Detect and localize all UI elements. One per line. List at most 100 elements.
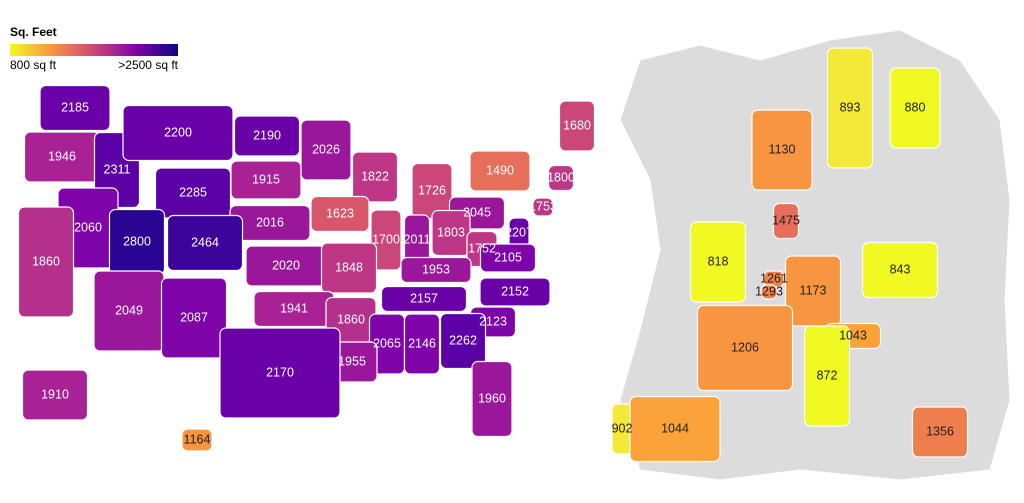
region-label: 1726 <box>418 183 446 197</box>
region <box>21 369 89 421</box>
region-label: 1800 <box>547 170 575 184</box>
region-label: 2185 <box>61 100 89 114</box>
region <box>230 160 302 200</box>
region-label: 1753 <box>529 199 557 213</box>
region <box>479 277 551 307</box>
region <box>558 100 596 152</box>
region-label: 2157 <box>410 291 438 305</box>
region <box>219 327 341 419</box>
region-label: 2060 <box>74 220 102 234</box>
region <box>400 256 472 284</box>
region <box>403 313 441 375</box>
region-label: 2464 <box>191 235 219 249</box>
region-label: 1960 <box>478 391 506 405</box>
legend: Sq. Feet 800 sq ft >2500 sq ft <box>10 25 179 72</box>
region <box>181 428 213 452</box>
region-label: 2049 <box>115 303 143 317</box>
region-label: 2170 <box>266 365 294 379</box>
region-label: 818 <box>708 254 729 268</box>
region-label: 1910 <box>41 387 69 401</box>
region <box>861 241 939 299</box>
region-label: 2262 <box>449 333 477 347</box>
region-label: 1946 <box>48 149 76 163</box>
region-label: 1130 <box>769 142 796 156</box>
region <box>160 277 228 359</box>
region-label: 1261 <box>760 271 788 285</box>
region <box>310 195 370 233</box>
region-label: 2123 <box>479 314 507 328</box>
region-label: 2146 <box>408 336 436 350</box>
region-label: 2105 <box>494 250 522 264</box>
region-label: 1623 <box>326 206 354 220</box>
region <box>39 84 111 132</box>
region <box>696 304 794 392</box>
region-label: 1680 <box>563 118 591 132</box>
region-label: 2045 <box>463 205 491 219</box>
region-label: 902 <box>612 421 633 435</box>
region-label: 1356 <box>926 424 954 438</box>
region <box>689 221 747 303</box>
region-label: 1293 <box>755 284 783 298</box>
region-label: 880 <box>905 100 926 114</box>
region <box>803 325 851 427</box>
region <box>629 395 721 463</box>
region-label: 2087 <box>180 310 208 324</box>
region <box>351 151 399 203</box>
region-label: 893 <box>840 100 861 114</box>
region <box>17 206 75 318</box>
region-label: 1941 <box>280 301 308 315</box>
regions: 2185 1946 2311 2200 2190 2285 1915 2026 1822 1726… <box>17 47 969 463</box>
region-label: 1043 <box>839 328 867 342</box>
region <box>370 209 402 271</box>
region-label: 1860 <box>337 312 365 326</box>
region-label: 1953 <box>422 262 450 276</box>
region-label: 1475 <box>772 213 800 227</box>
region-label: 1173 <box>800 283 827 297</box>
region <box>911 406 969 458</box>
region <box>760 284 778 300</box>
region <box>826 47 874 169</box>
region-label: 1044 <box>661 421 689 435</box>
region-label: 1803 <box>437 225 465 239</box>
region <box>471 360 513 438</box>
region <box>532 197 554 217</box>
region-label: 2026 <box>312 142 340 156</box>
legend-title: Sq. Feet <box>10 25 57 39</box>
region-label: 1860 <box>32 254 60 268</box>
region-label: 872 <box>817 368 838 382</box>
region <box>166 214 244 272</box>
region <box>320 242 378 294</box>
region-label: 1700 <box>372 232 400 246</box>
region-label: 1164 <box>184 432 211 446</box>
region <box>547 164 575 192</box>
region-label: 2285 <box>179 185 207 199</box>
region-label: 843 <box>890 262 911 276</box>
region-label: 1206 <box>731 340 759 354</box>
region <box>469 150 531 192</box>
region-label: 1955 <box>338 354 366 368</box>
region-label: 2311 <box>104 162 131 176</box>
region <box>889 67 941 149</box>
region-label: 1848 <box>335 260 363 274</box>
region-label: 2016 <box>256 215 284 229</box>
region-label: 2011 <box>404 232 431 246</box>
region-label: 2020 <box>272 258 300 272</box>
region-label: 2065 <box>373 336 401 350</box>
region <box>751 109 813 191</box>
region-label: 1490 <box>486 163 514 177</box>
region <box>233 115 301 157</box>
region <box>122 104 234 162</box>
legend-gradient <box>10 44 178 56</box>
legend-min: 800 sq ft <box>10 58 57 72</box>
region-label: 1752 <box>468 241 496 255</box>
region-label: 1915 <box>252 172 280 186</box>
region <box>772 202 800 240</box>
region-label: 2200 <box>164 125 192 139</box>
legend-max: >2500 sq ft <box>118 58 178 72</box>
region-label: 2152 <box>501 284 529 298</box>
region <box>439 312 487 370</box>
region-label: 1822 <box>361 169 389 183</box>
region <box>380 285 468 313</box>
region-label: 2190 <box>253 128 281 142</box>
